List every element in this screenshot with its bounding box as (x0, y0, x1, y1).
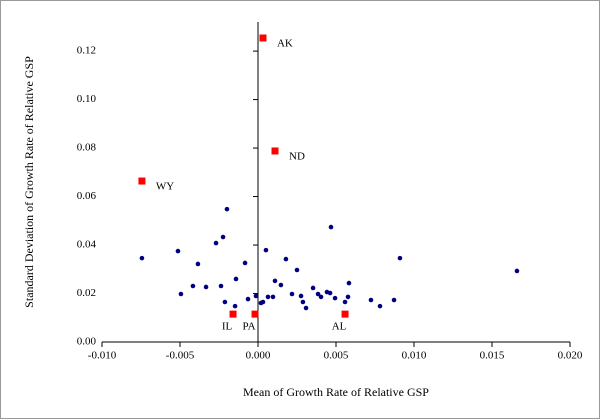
point (213, 240, 219, 246)
x-tick-label: -0.010 (88, 350, 117, 362)
point (303, 305, 309, 311)
point (175, 248, 181, 254)
point (253, 293, 259, 299)
point (232, 303, 238, 309)
x-tick-label: 0.020 (558, 350, 583, 362)
point-label: IL (222, 321, 233, 333)
y-tick-label: 0.08 (77, 142, 97, 154)
point (300, 299, 306, 305)
point (391, 297, 397, 303)
point (271, 147, 279, 155)
point (318, 294, 324, 300)
point (265, 294, 271, 300)
point (272, 278, 278, 284)
point (294, 267, 300, 273)
point-label: PA (243, 321, 256, 333)
point (341, 310, 349, 318)
point (229, 310, 237, 318)
point (259, 34, 267, 42)
point (283, 256, 289, 262)
point (263, 247, 269, 253)
point (233, 276, 239, 282)
point (178, 291, 184, 297)
point (315, 291, 321, 297)
point (139, 255, 145, 261)
point (218, 283, 224, 289)
point (328, 224, 334, 230)
y-tick-label: 0.00 (77, 336, 97, 348)
point (222, 299, 228, 305)
y-tick-label: 0.10 (77, 93, 97, 105)
y-tick-label: 0.06 (77, 190, 97, 202)
point (332, 295, 338, 301)
point-label: AL (332, 321, 347, 333)
point (195, 261, 201, 267)
point (377, 303, 383, 309)
point (278, 282, 284, 288)
x-tick-label: 0.010 (402, 350, 427, 362)
point (345, 294, 351, 300)
x-axis-title: Mean of Growth Rate of Relative GSP (243, 385, 429, 399)
point-label: WY (156, 181, 174, 193)
point-label: AK (277, 38, 293, 50)
point (203, 284, 209, 290)
point (190, 283, 196, 289)
x-tick-label: -0.005 (166, 350, 195, 362)
point (346, 280, 352, 286)
point (251, 310, 259, 318)
y-tick-label: 0.12 (77, 45, 96, 57)
point-label: ND (289, 151, 305, 163)
point (327, 290, 333, 296)
y-tick-label: 0.02 (77, 287, 96, 299)
x-tick-label: 0.015 (480, 350, 505, 362)
point (245, 296, 251, 302)
point (138, 177, 146, 185)
point (514, 268, 520, 274)
y-axis-title: Standard Deviation of Growth Rate of Rel… (22, 56, 36, 308)
point (220, 234, 226, 240)
point (298, 293, 304, 299)
point (342, 299, 348, 305)
point (397, 255, 403, 261)
point (368, 297, 374, 303)
point (289, 291, 295, 297)
point (310, 285, 316, 291)
x-tick-label: 0.005 (324, 350, 349, 362)
point (242, 260, 248, 266)
point (270, 294, 276, 300)
y-tick-label: 0.04 (77, 239, 97, 251)
point (224, 206, 230, 212)
point (260, 299, 266, 305)
x-tick-label: 0.000 (246, 350, 271, 362)
